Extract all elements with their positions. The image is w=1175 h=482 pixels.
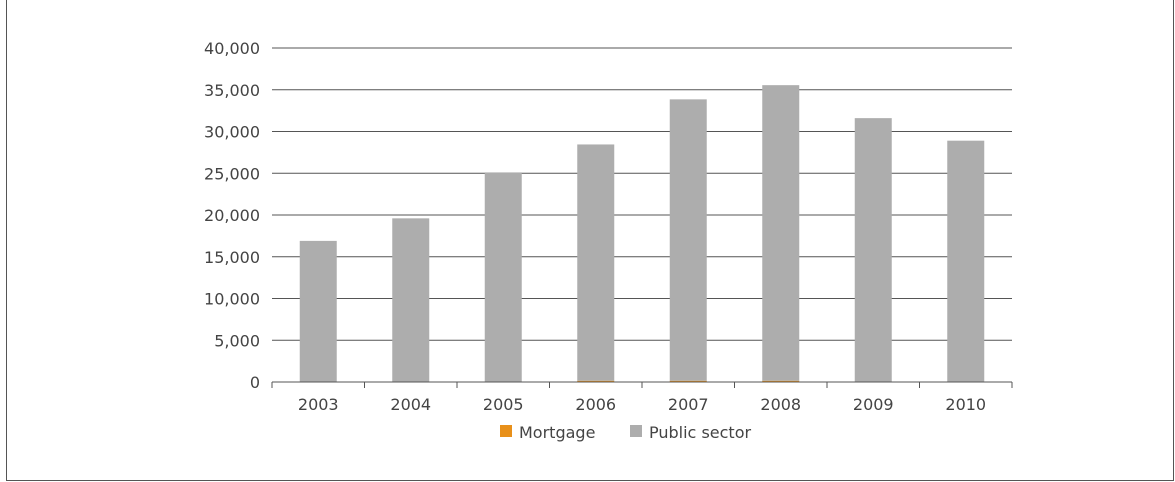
x-tick-label: 2009 xyxy=(853,395,894,414)
gridlines xyxy=(272,47,1012,341)
bar-mortgage-2007 xyxy=(669,380,707,382)
bar-public-sector-2003 xyxy=(299,240,337,382)
bars xyxy=(299,85,985,382)
x-axis xyxy=(271,381,1013,388)
legend: Mortgage Public sector xyxy=(500,423,751,442)
y-tick-label: 20,000 xyxy=(204,206,260,225)
bar-public-sector-2005 xyxy=(484,172,522,382)
bar-public-sector-2009 xyxy=(854,118,892,382)
bar-public-sector-2006 xyxy=(577,144,615,381)
bar-mortgage-2006 xyxy=(577,380,615,382)
x-tick-label: 2004 xyxy=(390,395,431,414)
y-tick-label: 40,000 xyxy=(204,39,260,58)
y-tick-label: 0 xyxy=(250,373,260,392)
bar-mortgage-2008 xyxy=(762,380,800,382)
legend-label: Public sector xyxy=(649,423,751,442)
x-tick-label: 2008 xyxy=(760,395,801,414)
x-axis-ticks: 2003 2004 2005 2006 2007 2008 2009 2010 xyxy=(298,395,986,414)
x-tick-label: 2006 xyxy=(575,395,616,414)
legend-label: Mortgage xyxy=(519,423,595,442)
x-tick-label: 2010 xyxy=(945,395,986,414)
bar-public-sector-2010 xyxy=(947,140,985,382)
y-axis-ticks: 0 5,000 10,000 15,000 20,000 25,000 30,000 35,0… xyxy=(204,39,260,392)
x-tick-label: 2005 xyxy=(483,395,524,414)
bar-public-sector-2007 xyxy=(669,99,707,381)
bar-public-sector-2008 xyxy=(762,85,800,381)
x-tick-label: 2007 xyxy=(668,395,709,414)
y-tick-label: 10,000 xyxy=(204,290,260,309)
y-tick-label: 25,000 xyxy=(204,164,260,183)
bar-public-sector-2004 xyxy=(392,218,430,382)
x-tick-label: 2003 xyxy=(298,395,339,414)
y-tick-label: 30,000 xyxy=(204,123,260,142)
y-tick-label: 5,000 xyxy=(214,331,260,350)
y-tick-label: 15,000 xyxy=(204,248,260,267)
legend-swatch-public-sector xyxy=(630,425,642,437)
y-tick-label: 35,000 xyxy=(204,81,260,100)
legend-swatch-mortgage xyxy=(500,425,512,437)
